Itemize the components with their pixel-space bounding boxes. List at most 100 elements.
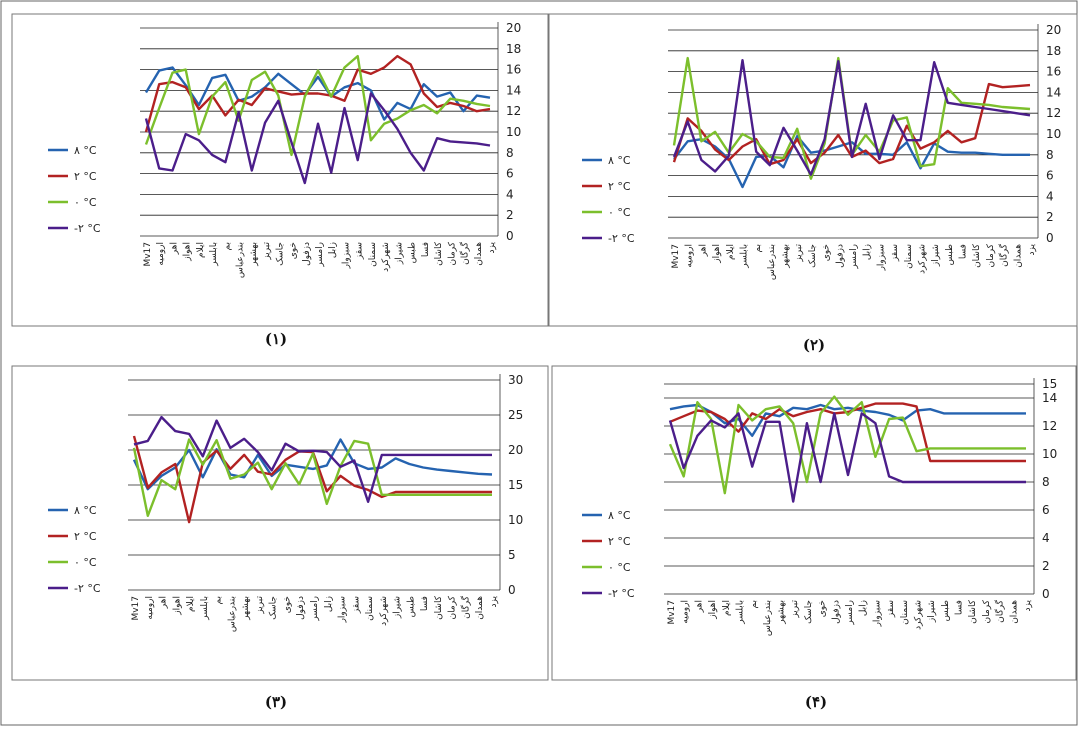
- y-tick-label: 4: [506, 187, 514, 201]
- x-tick-label: تبریز: [790, 600, 800, 619]
- x-tick-label: بندرعباس: [227, 596, 237, 632]
- x-tick-label: رامسر: [845, 600, 855, 626]
- x-tick-label: Mv17: [143, 242, 153, 267]
- x-tick-label: بهشهر: [249, 242, 259, 267]
- x-tick-label: سقز: [355, 242, 365, 260]
- legend-label: ۲ °C: [74, 530, 97, 543]
- x-tick-label: جاسک: [804, 600, 814, 624]
- y-tick-label: 8: [506, 146, 514, 160]
- x-tick-label: یزد: [487, 242, 497, 254]
- x-tick-label: یزد: [1027, 244, 1037, 256]
- x-tick-label: رامسر: [310, 596, 320, 622]
- y-tick-label: 0: [508, 583, 516, 597]
- legend-label: ۰ °C: [608, 206, 631, 219]
- y-tick-label: 0: [506, 229, 514, 243]
- legend-label: -۲ °C: [74, 222, 101, 235]
- x-tick-label: شیراز: [931, 244, 941, 267]
- y-tick-label: 20: [1046, 23, 1061, 37]
- x-tick-label: رامسر: [849, 244, 859, 270]
- caption-4: (۴): [804, 693, 828, 711]
- series-line-1: [144, 66, 491, 121]
- x-tick-label: Mv17: [671, 244, 681, 269]
- x-tick-label: دزفول: [835, 244, 845, 268]
- x-tick-label: بابلسر: [209, 242, 219, 267]
- x-tick-label: سبزوار: [338, 596, 348, 623]
- caption-2: (۲): [802, 336, 826, 354]
- x-tick-label: بابلسر: [735, 600, 745, 625]
- panel-4-border: [551, 365, 1077, 681]
- x-tick-label: بندرعباس: [763, 600, 773, 636]
- y-tick-label: 5: [508, 548, 516, 562]
- y-tick-label: 4: [1042, 531, 1050, 545]
- x-tick-label: ارومیه: [685, 244, 695, 268]
- x-tick-label: شهرکرد: [917, 244, 927, 274]
- x-tick-label: طبس: [945, 244, 955, 265]
- series-line-2: [132, 435, 492, 524]
- x-tick-label: کرمان: [447, 241, 457, 265]
- x-tick-label: گرگان: [459, 241, 471, 265]
- y-tick-label: 10: [1042, 447, 1057, 461]
- y-tick-label: 14: [1042, 391, 1057, 405]
- x-tick-label: سمنان: [368, 242, 378, 267]
- x-tick-label: دزفول: [302, 242, 312, 266]
- x-tick-label: بم: [753, 244, 763, 253]
- legend-label: ۲ °C: [608, 180, 631, 193]
- y-tick-label: 2: [1046, 210, 1054, 224]
- x-tick-label: سقز: [351, 596, 361, 614]
- x-tick-label: تبریز: [262, 242, 272, 261]
- legend-label: ۰ °C: [608, 561, 631, 574]
- y-tick-label: 16: [506, 63, 521, 77]
- x-tick-label: بم: [214, 596, 224, 605]
- y-tick-label: 0: [1046, 231, 1054, 245]
- series-line-4: [144, 92, 491, 185]
- y-tick-label: 12: [1046, 106, 1061, 120]
- series-line-2: [144, 54, 491, 133]
- series-line-3: [668, 395, 1026, 495]
- legend-label: ۲ °C: [608, 535, 631, 548]
- y-tick-label: 20: [506, 21, 521, 35]
- x-tick-label: تبریز: [794, 244, 804, 263]
- panel-1-border: [11, 13, 549, 327]
- y-tick-label: 2: [506, 208, 514, 222]
- x-tick-label: همدان: [474, 242, 484, 266]
- x-tick-label: سقز: [890, 244, 900, 262]
- y-tick-label: 14: [1046, 85, 1061, 99]
- legend-label: ۸ °C: [74, 144, 97, 157]
- x-tick-label: زابل: [324, 596, 334, 612]
- x-tick-label: ارومیه: [681, 600, 691, 624]
- x-tick-label: ارومیه: [156, 242, 166, 266]
- chart-1: 0 2 4 6 8 10 12 14 16 18 20 Mv17 ارومیه اهر اهواز ایلام…: [48, 21, 521, 278]
- series-line-4: [672, 59, 1031, 176]
- x-tick-label: زابل: [859, 600, 869, 616]
- x-tick-label: بهشهر: [241, 596, 251, 621]
- x-tick-label: خوی: [289, 242, 299, 259]
- x-tick-label: کاشان: [434, 595, 444, 620]
- series-line-4: [133, 415, 492, 503]
- y-tick-label: 12: [1042, 419, 1057, 433]
- x-tick-label: شیراز: [394, 242, 404, 265]
- caption-1: (۱): [264, 330, 288, 348]
- series-line-1: [673, 134, 1030, 189]
- y-tick-label: 30: [508, 373, 523, 387]
- x-tick-label: رامسر: [315, 242, 325, 268]
- y-tick-label: 10: [1046, 127, 1061, 141]
- x-tick-label: سبزوار: [872, 600, 882, 627]
- x-tick-label: گرگان: [994, 599, 1006, 623]
- x-tick-label: اهر: [698, 244, 708, 257]
- x-tick-label: دزفول: [296, 596, 306, 620]
- x-tick-label: خوی: [822, 244, 832, 261]
- x-tick-label: شیراز: [927, 600, 937, 623]
- x-tick-label: سقز: [886, 600, 896, 618]
- chart-2: 0 2 4 6 8 10 12 14 16 18 20 Mv17 ارومیه اهر اهواز ایلام…: [582, 23, 1061, 280]
- x-tick-label: بابلسر: [200, 596, 210, 621]
- panel-3-border: [11, 365, 549, 681]
- x-tick-label: یزد: [1023, 600, 1033, 612]
- x-tick-label: کرمان: [448, 595, 458, 619]
- x-tick-label: خوی: [818, 600, 828, 617]
- legend-label: ۰ °C: [74, 556, 97, 569]
- x-tick-label: همدان: [1013, 244, 1023, 268]
- x-tick-label: ایلام: [196, 242, 206, 258]
- x-tick-label: همدان: [475, 596, 485, 620]
